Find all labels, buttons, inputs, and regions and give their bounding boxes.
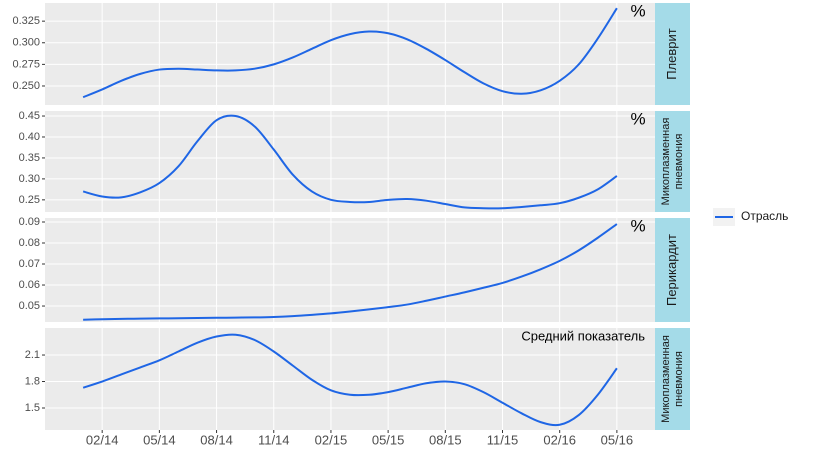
series-line xyxy=(82,333,618,427)
y-tick-label: 0.08 xyxy=(19,237,40,249)
x-tick-label: 11/15 xyxy=(487,432,519,447)
y-tick-label: 0.09 xyxy=(19,216,40,228)
facet-label: Перикардит xyxy=(664,234,679,306)
facet-label: Микоплазменная xyxy=(660,335,672,423)
facet-strip xyxy=(655,218,690,322)
facet-label: пневмония xyxy=(673,351,685,407)
facet-strip xyxy=(655,328,690,430)
series-line xyxy=(83,223,618,321)
y-tick-label: 0.40 xyxy=(19,131,40,143)
annotation: Средний показатель xyxy=(521,328,645,343)
x-tick-label: 02/14 xyxy=(86,432,119,447)
x-tick-label: 11/14 xyxy=(258,432,290,447)
y-tick-label: 0.250 xyxy=(12,80,40,92)
facet-label: Плеврит xyxy=(664,28,679,80)
annotation: % xyxy=(630,1,645,20)
series-line xyxy=(82,114,618,210)
panel-background xyxy=(45,3,655,105)
facet-strip xyxy=(655,3,690,105)
legend-label: Отрасль xyxy=(741,209,788,223)
x-tick-label: 02/16 xyxy=(543,432,576,447)
panel-background xyxy=(45,111,655,212)
y-tick-label: 0.275 xyxy=(12,58,40,70)
y-tick-label: 1.5 xyxy=(25,402,40,414)
x-tick-label: 08/14 xyxy=(200,432,233,447)
series-line xyxy=(82,7,618,99)
annotation: % xyxy=(630,109,645,128)
panel-background xyxy=(45,328,655,430)
y-tick-label: 0.07 xyxy=(19,258,40,270)
y-tick-label: 0.25 xyxy=(19,194,40,206)
y-tick-label: 0.06 xyxy=(19,279,40,291)
y-tick-label: 1.8 xyxy=(25,375,40,387)
y-tick-label: 0.30 xyxy=(19,173,40,185)
y-tick-label: 0.45 xyxy=(19,110,40,122)
x-tick-label: 05/16 xyxy=(601,432,634,447)
y-tick-label: 0.300 xyxy=(12,37,40,49)
y-tick-label: 0.35 xyxy=(19,152,40,164)
facet-label: пневмония xyxy=(673,134,685,190)
y-tick-label: 2.1 xyxy=(25,349,40,361)
x-tick-label: 08/15 xyxy=(429,432,462,447)
facet-label: Микоплазменная xyxy=(660,118,672,206)
x-tick-label: 05/14 xyxy=(143,432,176,447)
x-tick-label: 02/15 xyxy=(315,432,348,447)
y-tick-label: 0.325 xyxy=(12,15,40,27)
y-tick-label: 0.05 xyxy=(19,300,40,312)
annotation: % xyxy=(630,216,645,235)
panel-background xyxy=(45,218,655,322)
facet-strip xyxy=(655,111,690,212)
x-tick-label: 05/15 xyxy=(372,432,405,447)
